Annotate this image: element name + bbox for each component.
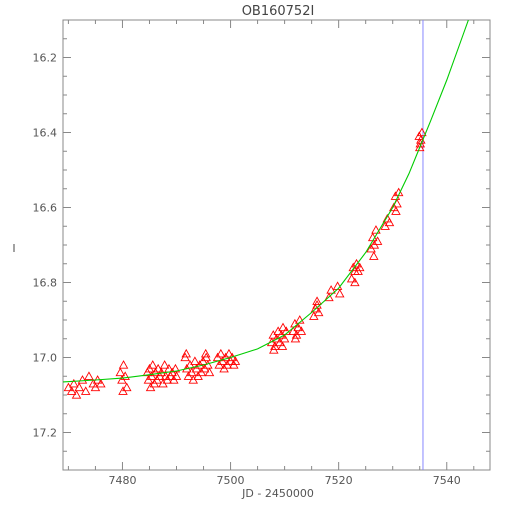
data-point: [190, 356, 200, 365]
data-point: [290, 333, 301, 343]
data-point: [414, 142, 425, 152]
data-point: [278, 322, 288, 332]
data-point: [312, 296, 322, 305]
data-point: [118, 386, 128, 395]
y-tick-label: 16.2: [33, 52, 58, 65]
data-point: [159, 360, 170, 369]
data-point: [224, 348, 234, 358]
data-point: [384, 217, 395, 227]
data-point: [122, 382, 132, 392]
data-point: [269, 345, 279, 354]
data-point: [346, 273, 357, 283]
data-point: [293, 322, 303, 332]
data-point: [120, 371, 130, 380]
model-curve: [63, 20, 469, 383]
data-point: [350, 277, 360, 287]
data-point: [84, 371, 94, 380]
data-point: [200, 348, 211, 358]
data-point: [80, 386, 91, 395]
data-point: [313, 307, 324, 317]
data-point: [277, 341, 288, 350]
data-point: [118, 360, 129, 369]
data-point: [371, 225, 381, 234]
x-tick-label: 7540: [433, 474, 461, 487]
data-point: [181, 348, 191, 358]
data-point: [334, 288, 345, 298]
data-point: [96, 378, 106, 388]
data-point: [369, 251, 379, 260]
y-tick-label: 16.6: [33, 202, 58, 215]
data-point: [417, 127, 427, 137]
y-tick-label: 17.0: [33, 352, 58, 365]
chart-title: OB160752I: [242, 4, 315, 19]
data-point: [324, 292, 334, 302]
data-point: [351, 258, 362, 268]
y-tick-label: 16.4: [33, 127, 58, 140]
plot-frame: [62, 19, 491, 471]
data-point: [204, 367, 215, 377]
data-point: [71, 390, 82, 399]
data-point: [156, 367, 167, 377]
data-point: [294, 315, 305, 324]
data-point: [170, 363, 181, 373]
x-tick-label: 7520: [325, 474, 353, 487]
data-point: [147, 360, 158, 369]
y-tick-label: 17.2: [33, 427, 58, 440]
data-point: [171, 371, 182, 380]
data-point: [230, 356, 241, 365]
x-tick-label: 7480: [108, 474, 136, 487]
data-point: [372, 236, 383, 245]
data-point: [74, 382, 84, 392]
y-tick-label: 16.8: [33, 277, 58, 290]
data-point: [69, 378, 79, 388]
data-point: [354, 262, 365, 272]
data-point: [281, 326, 291, 335]
data-point: [391, 206, 401, 215]
data-point: [115, 367, 126, 377]
data-point: [66, 386, 77, 395]
data-point: [216, 348, 226, 358]
plot-area: 7480 7500 7520 7540 16.2 16.4 16.6 16.8 17.0 17.2: [33, 19, 491, 487]
y-axis-label: I: [12, 242, 15, 255]
x-tick-label: 7500: [217, 474, 245, 487]
x-axis-label: JD - 2450000: [241, 487, 314, 500]
data-point: [279, 333, 290, 343]
data-point: [296, 326, 307, 335]
